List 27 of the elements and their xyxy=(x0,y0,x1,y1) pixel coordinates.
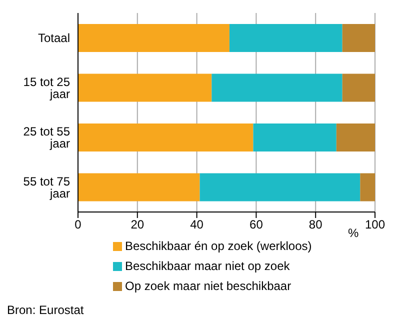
text: Bron: Eurostat xyxy=(7,303,84,317)
bar xyxy=(360,173,375,202)
x-tick-label: 60 xyxy=(250,218,264,232)
bar xyxy=(78,74,212,102)
bar xyxy=(78,24,230,52)
bar xyxy=(212,74,342,102)
x-tick-label: 20 xyxy=(130,218,144,232)
bar xyxy=(336,123,375,152)
bar xyxy=(200,173,360,202)
legend-label: Beschikbaar én op zoek (werkloos) xyxy=(125,238,312,255)
bar xyxy=(342,74,375,102)
bar xyxy=(78,173,200,202)
x-tick-label: 80 xyxy=(308,218,323,232)
x-tick-label: 40 xyxy=(190,218,204,232)
bar xyxy=(229,24,342,52)
bar xyxy=(342,24,375,52)
x-tick-label: 100 xyxy=(364,218,386,232)
legend-label: Op zoek maar niet beschikbaar xyxy=(125,278,292,295)
bar xyxy=(253,123,336,152)
y-tick-label: Totaal xyxy=(38,31,70,46)
y-tick-label: 55 tot 75 jaar xyxy=(23,174,70,200)
y-tick-label: 15 tot 25 jaar xyxy=(23,74,70,101)
x-axis-title: % xyxy=(348,226,359,240)
x-tick-label: 0 xyxy=(74,218,82,232)
legend-label: Beschikbaar maar niet op zoek xyxy=(125,258,290,275)
y-tick-label: 25 tot 55 jaar xyxy=(23,124,70,151)
bar xyxy=(78,123,254,152)
